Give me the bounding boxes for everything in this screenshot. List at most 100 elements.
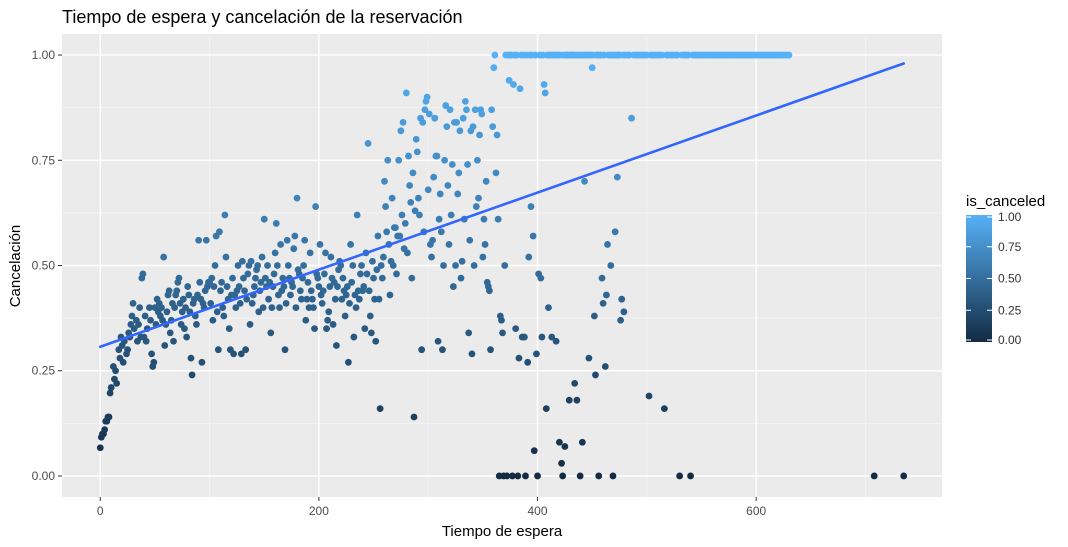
data-point (578, 438, 586, 446)
data-point (512, 325, 520, 333)
data-point (347, 241, 354, 248)
data-point (293, 194, 301, 202)
data-point (304, 278, 312, 286)
data-point (370, 274, 377, 282)
data-point (282, 299, 290, 307)
data-point (466, 236, 474, 244)
data-point (237, 350, 245, 358)
data-point (306, 249, 314, 257)
data-point (581, 177, 588, 185)
data-point (346, 299, 353, 307)
data-point (472, 203, 480, 210)
data-point (276, 304, 283, 311)
data-point (210, 283, 218, 290)
data-point (443, 123, 451, 130)
legend-ticks: 1.00 0.75 0.50 0.25 0.00 (966, 210, 1022, 347)
data-point (398, 211, 406, 219)
data-point (397, 127, 405, 135)
data-point (534, 472, 541, 480)
y-tick-label: 0.75 (32, 153, 56, 167)
data-point (289, 283, 297, 290)
data-point (525, 253, 533, 261)
data-point (361, 325, 369, 333)
data-point (480, 215, 488, 223)
data-point (217, 287, 224, 295)
data-point (213, 308, 221, 316)
data-point (327, 253, 335, 261)
data-point (493, 131, 501, 139)
data-point (408, 274, 416, 282)
data-point (418, 346, 426, 354)
data-point (318, 299, 326, 307)
data-point (412, 135, 420, 143)
data-point (590, 312, 598, 320)
data-point (384, 156, 392, 164)
data-point (302, 316, 310, 324)
y-tick-label: 0.50 (32, 259, 56, 273)
data-point (423, 93, 431, 101)
data-point (498, 316, 505, 324)
data-point (184, 283, 192, 290)
data-point (300, 262, 307, 269)
data-point (308, 295, 316, 303)
data-point (421, 106, 429, 114)
data-point (611, 228, 619, 236)
data-point (405, 152, 412, 160)
data-point (900, 472, 908, 480)
data-point (469, 123, 477, 130)
data-point (482, 177, 490, 185)
data-point (265, 295, 273, 303)
data-point (240, 274, 247, 282)
y-tick-label: 0.00 (32, 469, 56, 483)
data-point (492, 169, 500, 177)
data-point (244, 270, 252, 278)
data-point (378, 274, 386, 282)
data-point (383, 228, 391, 236)
data-point (238, 257, 246, 265)
data-point (365, 287, 373, 295)
data-point (555, 438, 563, 446)
data-point (436, 190, 444, 198)
data-point (419, 118, 427, 126)
data-point (676, 472, 684, 480)
data-point (322, 249, 329, 257)
data-point (402, 89, 410, 97)
data-point (479, 253, 487, 261)
data-point (542, 405, 550, 413)
data-point (524, 358, 532, 366)
data-point (284, 262, 292, 269)
x-tick-label: 600 (746, 504, 766, 518)
data-point (198, 358, 206, 366)
data-point (379, 253, 387, 261)
y-axis-ticks: 0.00 0.25 0.50 0.75 1.00 (32, 48, 62, 483)
data-point (161, 342, 169, 349)
data-point (315, 283, 323, 290)
data-point (489, 123, 497, 130)
data-point (430, 173, 438, 181)
data-point (242, 346, 250, 354)
data-point (434, 337, 442, 345)
data-point (499, 329, 506, 337)
data-point (573, 396, 581, 404)
data-point (393, 270, 400, 278)
data-point (521, 333, 528, 341)
data-point (491, 51, 499, 59)
data-point (272, 220, 280, 227)
data-point (236, 299, 244, 307)
data-point (165, 287, 173, 295)
data-point (870, 472, 878, 480)
data-point (540, 81, 548, 88)
data-point (250, 283, 258, 290)
data-point (411, 207, 419, 215)
data-point (290, 245, 298, 253)
data-point (310, 304, 317, 311)
data-point (207, 299, 215, 307)
data-point (214, 346, 222, 354)
data-point (618, 295, 626, 303)
data-point (139, 270, 147, 278)
data-point (424, 186, 432, 194)
data-point (358, 262, 365, 269)
data-point (106, 389, 114, 397)
x-tick-label: 0 (97, 504, 104, 518)
data-point (481, 241, 489, 248)
